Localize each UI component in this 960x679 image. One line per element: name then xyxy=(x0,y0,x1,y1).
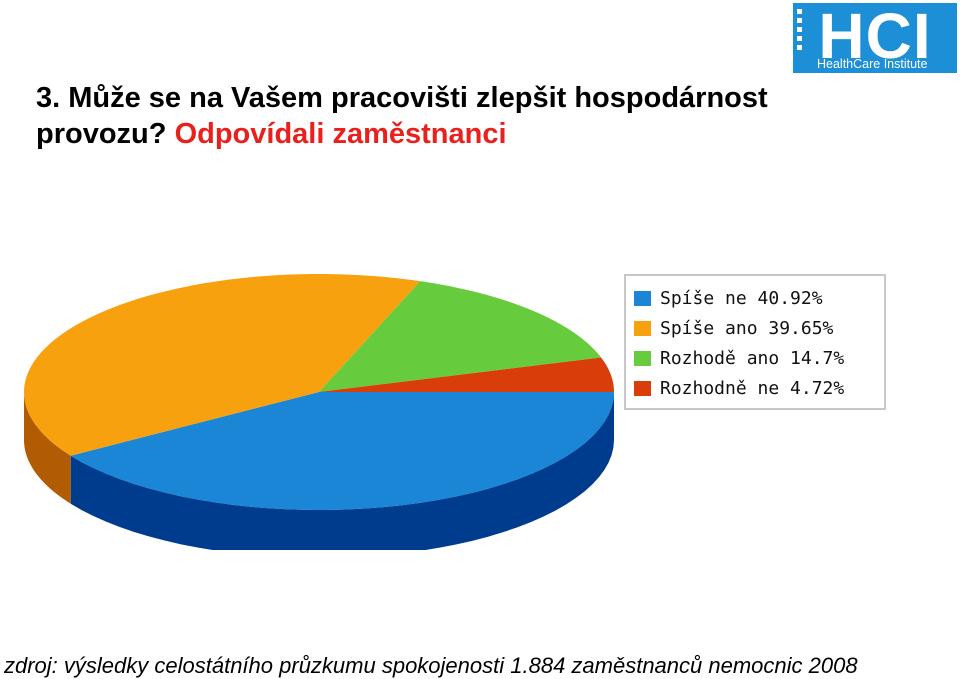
pie-side-0 xyxy=(70,392,614,550)
legend-label: Spíše ano 39.65% xyxy=(660,317,834,339)
legend-item: Rozhodně ne 4.72% xyxy=(634,377,844,399)
chart-legend: Spíše ne 40.92% Spíše ano 39.65% Rozhodě a… xyxy=(624,274,886,410)
pie-slice-rozhodně-ne xyxy=(319,357,614,392)
legend-label: Rozhodně ne 4.72% xyxy=(660,377,845,399)
legend-item: Spíše ano 39.65% xyxy=(634,317,833,339)
legend-item: Rozhodě ano 14.7% xyxy=(634,347,844,369)
logo-text: HCI xyxy=(818,0,932,72)
title-accent: Odpovídali zaměstnanci xyxy=(174,118,507,150)
legend-label: Rozhodě ano 14.7% xyxy=(660,347,845,369)
pie-chart xyxy=(24,274,615,550)
source-note: zdroj: výsledky celostátního průzkumu sp… xyxy=(4,653,858,678)
legend-swatch xyxy=(634,350,651,366)
slide-title: 3. Může se na Vašem pracovišti zlepšit h… xyxy=(36,80,776,152)
logo-dots-icon xyxy=(797,9,807,54)
pie-slice-spíše-ano xyxy=(24,274,421,456)
legend-swatch xyxy=(634,290,651,306)
logo-subtitle: HealthCare Institute xyxy=(817,57,928,71)
title-main: 3. Může se na Vašem pracovišti zlepšit h… xyxy=(36,82,768,150)
legend-label: Spíše ne 40.92% xyxy=(660,287,823,309)
legend-swatch xyxy=(634,320,651,336)
pie-slice-spíše-ne xyxy=(70,392,615,510)
legend-swatch xyxy=(634,380,651,396)
pie-slice-rozhodě-ano xyxy=(319,281,602,392)
pie-side-1 xyxy=(24,392,71,504)
legend-item: Spíše ne 40.92% xyxy=(634,287,823,309)
hci-logo: HCI HealthCare Institute xyxy=(793,0,957,73)
